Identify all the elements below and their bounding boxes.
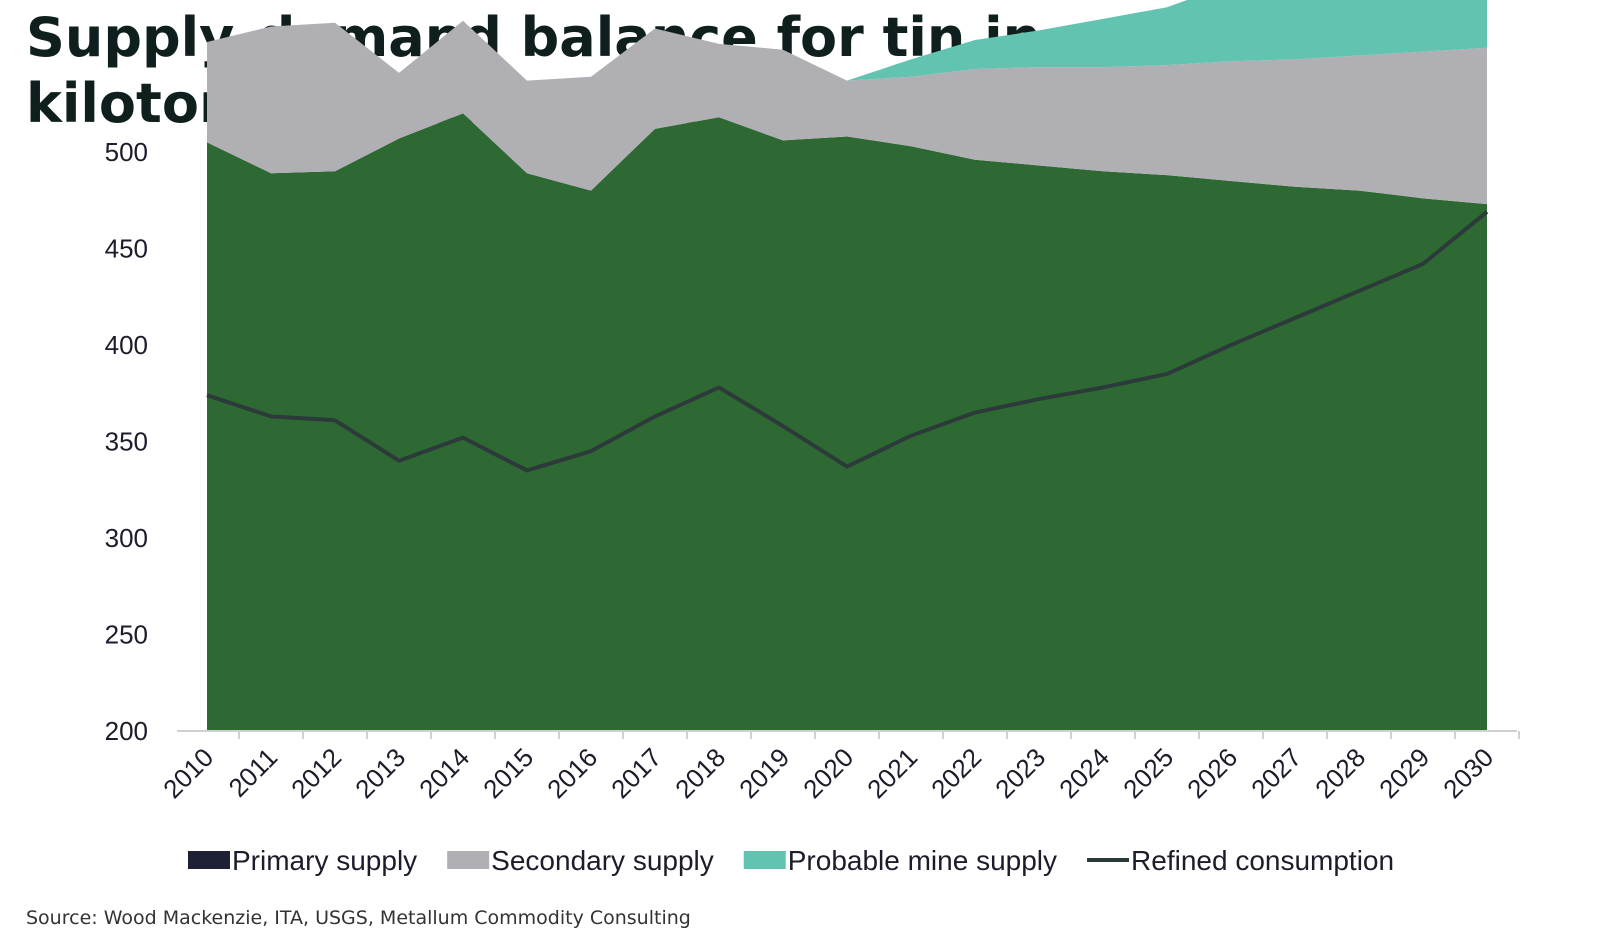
y-tick-label: 250 [105,620,148,650]
y-tick-label: 300 [105,523,148,553]
line [206,210,1489,473]
x-tick-label: 2030 [1437,742,1499,804]
x-tick-label: 2019 [733,742,795,804]
x-tick-label: 2010 [157,742,219,804]
x-tick-label: 2025 [1117,742,1179,804]
legend-label: Probable mine supply [788,845,1057,876]
x-tick-label: 2021 [861,742,923,804]
y-tick-label: 350 [105,427,148,457]
y-tick-label: 200 [105,716,148,746]
y-tick-label: 450 [105,234,148,264]
legend-label: Refined consumption [1131,845,1394,876]
legend-swatch [447,851,490,869]
y-tick-label: 500 [105,137,148,167]
x-tick-label: 2017 [605,742,667,804]
x-tick-label: 2015 [477,742,539,804]
chart-title: Supply-demand balance for tin in [26,6,1041,69]
legend-swatch [188,851,230,869]
area [207,113,1487,731]
legend-swatch [743,851,786,869]
x-tick-label: 2022 [925,742,987,804]
x-tick-label: 2018 [669,742,731,804]
legend-label: Secondary supply [491,845,714,876]
x-tick-label: 2014 [413,742,475,804]
x-tick-label: 2012 [285,742,347,804]
y-tick-label: 400 [105,330,148,360]
x-tick-label: 2013 [349,742,411,804]
x-tick-label: 2020 [797,742,859,804]
area [847,0,1487,81]
x-tick-label: 2016 [541,742,603,804]
x-tick-label: 2028 [1309,742,1371,804]
x-tick-label: 2024 [1053,742,1115,804]
x-tick-label: 2011 [222,742,283,803]
x-tick-label: 2029 [1373,742,1435,804]
x-tick-label: 2026 [1181,742,1243,804]
legend-label: Primary supply [232,845,417,876]
x-tick-label: 2027 [1245,742,1307,804]
source: Source: Wood Mackenzie, ITA, USGS, Metal… [26,907,691,929]
x-tick-label: 2023 [989,742,1051,804]
area [207,20,1487,205]
